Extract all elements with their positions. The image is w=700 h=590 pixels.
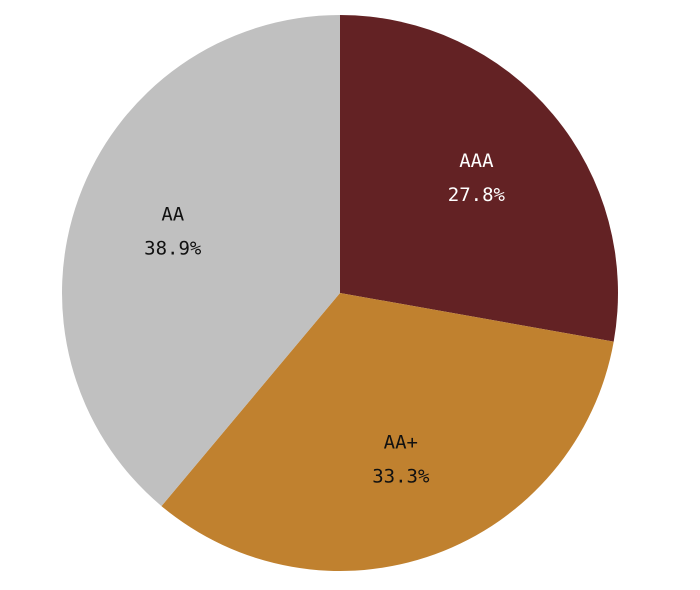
slice-label: AA+	[384, 432, 418, 454]
pie-slice	[340, 15, 618, 342]
slice-label: AA	[161, 204, 184, 226]
pie-slice	[62, 15, 341, 507]
pie-slice	[161, 293, 614, 571]
value-label: 33.3%	[372, 466, 430, 488]
slice-label: AAA	[459, 150, 494, 172]
value-label: 27.8%	[448, 184, 506, 206]
value-label: 38.9%	[144, 238, 202, 260]
